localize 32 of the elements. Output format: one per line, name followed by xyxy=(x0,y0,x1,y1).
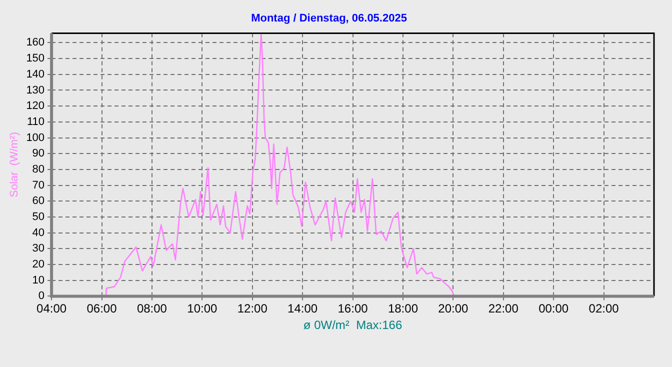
x-tick-label: 10:00 xyxy=(187,302,218,316)
y-tick-label: 90 xyxy=(32,148,45,160)
x-tick-label: 08:00 xyxy=(136,302,168,316)
y-tick-label: 70 xyxy=(32,179,45,192)
x-tick-label: 16:00 xyxy=(338,302,368,316)
x-tick-label: 22:00 xyxy=(488,302,519,316)
y-tick-label: 140 xyxy=(26,68,45,80)
y-tick-label: 50 xyxy=(32,211,45,224)
x-tick-label: 20:00 xyxy=(438,302,469,316)
y-tick-label: 100 xyxy=(26,132,45,144)
y-tick-label: 60 xyxy=(32,195,45,208)
y-tick-label: 130 xyxy=(26,84,45,96)
y-axis-title: Solar (W/m²) xyxy=(8,132,21,198)
y-tick-label: 10 xyxy=(32,274,45,286)
y-tick-label: 40 xyxy=(32,226,45,239)
y-tick-label: 80 xyxy=(32,163,45,176)
y-tick-label: 30 xyxy=(32,242,45,255)
x-tick-label: 14:00 xyxy=(288,302,318,316)
y-tick-label: 150 xyxy=(26,52,45,65)
x-axis-title: ø 0W/m² Max:166 xyxy=(303,318,402,332)
x-tick-label: 00:00 xyxy=(538,302,569,316)
y-tick-label: 0 xyxy=(38,290,45,302)
x-tick-label: 06:00 xyxy=(86,302,118,316)
x-tick-label: 18:00 xyxy=(388,302,418,316)
x-tick-label: 04:00 xyxy=(36,302,67,316)
y-tick-label: 110 xyxy=(27,116,45,128)
x-tick-label: 02:00 xyxy=(588,302,620,316)
y-tick-label: 120 xyxy=(26,100,45,112)
y-tick-label: 20 xyxy=(32,258,45,271)
chart-title: Montag / Dienstag, 06.05.2025 xyxy=(251,12,407,25)
y-tick-label: 160 xyxy=(26,36,45,49)
x-tick-label: 12:00 xyxy=(237,302,268,316)
